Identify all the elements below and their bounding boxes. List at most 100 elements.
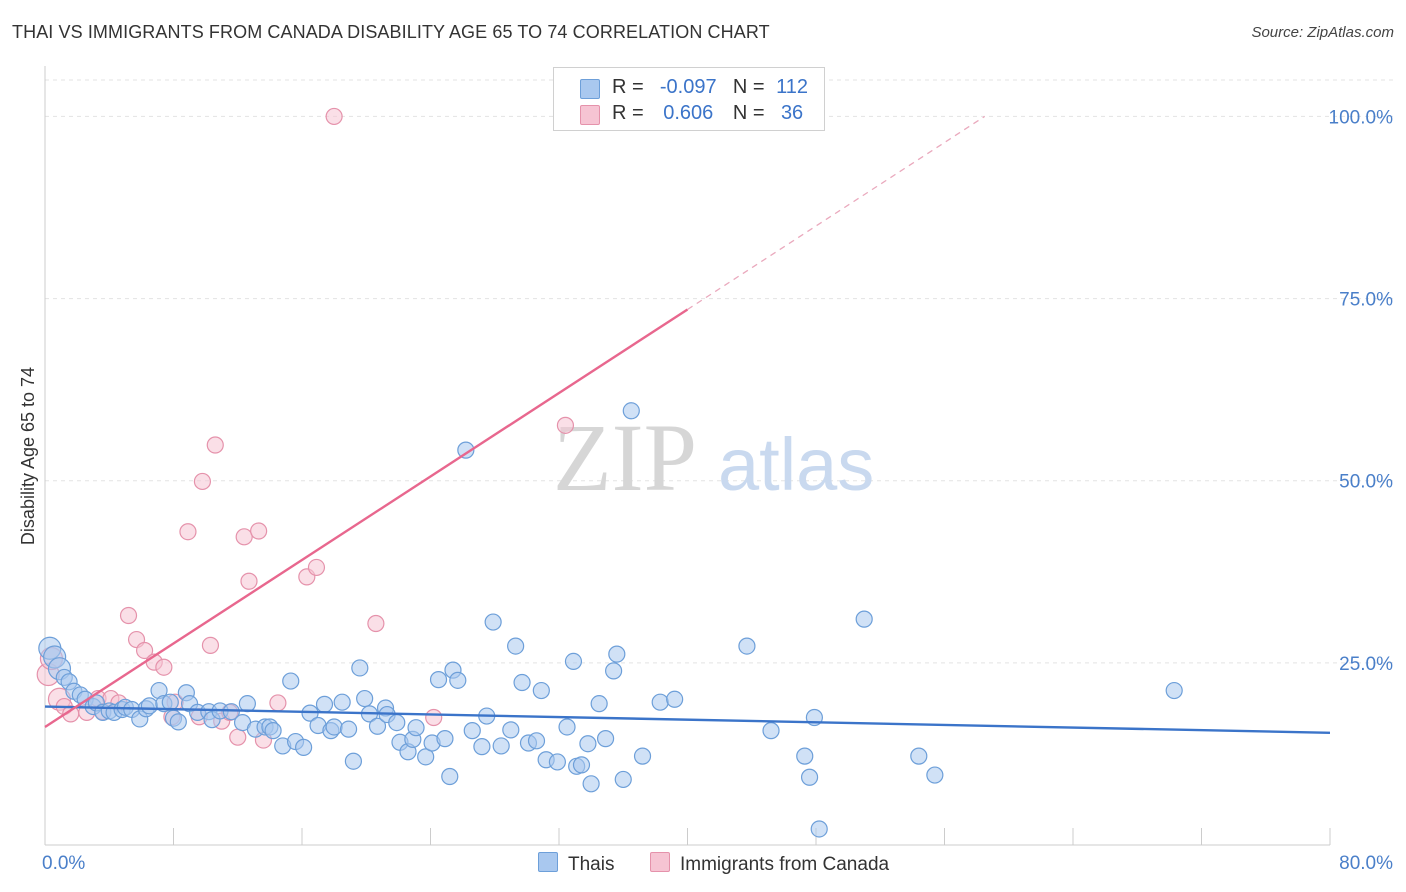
thais-point: [140, 697, 159, 715]
trend-lines: [44, 115, 1331, 734]
canada-point: [179, 523, 197, 541]
source-label: Source: ZipAtlas.com: [1251, 24, 1394, 41]
canada-point: [250, 522, 268, 540]
legend-label-canada: Immigrants from Canada: [680, 854, 890, 875]
data-points: [36, 107, 1183, 838]
thais-point: [796, 747, 814, 765]
thais-point: [473, 738, 491, 756]
thais-point: [339, 720, 358, 738]
canada-point: [240, 572, 258, 590]
thais-point: [548, 753, 566, 771]
thais-point: [457, 441, 475, 459]
thais-point: [449, 671, 467, 689]
canada-point: [425, 708, 443, 727]
thais-point: [926, 766, 944, 784]
canada-point: [119, 606, 138, 625]
canada-point: [367, 614, 385, 633]
thais-point: [388, 713, 406, 732]
thais-point: [368, 717, 387, 735]
canada-point: [155, 658, 173, 676]
tick-labels: 25.0% 50.0% 75.0% 100.0% 0.0% 80.0%: [42, 107, 1393, 874]
thais-point: [513, 673, 531, 692]
canada-point: [135, 641, 154, 660]
r-label: R =: [612, 76, 644, 98]
thais-point: [810, 820, 828, 838]
thais-point: [344, 752, 362, 770]
thais-point: [527, 732, 546, 750]
thais-point: [855, 610, 873, 628]
thais-point: [651, 693, 669, 711]
thais-n-value: 112: [776, 76, 808, 98]
thais-point: [169, 713, 187, 731]
thais-point: [633, 747, 652, 765]
thais-r-value: -0.097: [659, 76, 717, 98]
thais-point: [161, 693, 179, 711]
axes: [44, 66, 1331, 846]
thais-point: [605, 662, 623, 680]
canada-swatch: [580, 105, 600, 125]
thais-point: [910, 747, 928, 765]
thais-point: [579, 735, 597, 753]
canada-trend-line: [44, 308, 689, 728]
canada-point: [206, 436, 224, 454]
thais-point: [417, 748, 435, 766]
thais-point: [282, 672, 300, 690]
thais-point: [558, 718, 576, 736]
canada-point: [235, 528, 253, 546]
thais-point: [356, 689, 374, 708]
thais-point: [315, 695, 334, 713]
n-label: N =: [732, 76, 765, 98]
canada-point: [307, 558, 326, 577]
canada-legend-swatch: [650, 852, 670, 872]
canada-r-value: 0.606: [663, 102, 714, 124]
thais-point: [622, 402, 640, 420]
thais-point: [436, 730, 454, 748]
thais-point: [564, 652, 583, 671]
y-tick-label: 25.0%: [1339, 654, 1393, 675]
thais-point: [264, 722, 282, 740]
n-label: N =: [732, 102, 765, 124]
thais-point: [238, 695, 256, 713]
x-tick-label: 0.0%: [42, 853, 85, 874]
thais-point: [502, 721, 520, 739]
watermark-atlas: atlas: [718, 423, 874, 506]
thais-legend-swatch: [538, 852, 558, 872]
watermark-zip: ZIP: [553, 404, 697, 511]
y-tick-label: 50.0%: [1339, 472, 1393, 493]
thais-point: [608, 645, 626, 663]
thais-point: [429, 671, 448, 689]
canada-point: [229, 728, 247, 746]
thais-point: [407, 719, 425, 737]
x-tick-label: 80.0%: [1339, 853, 1393, 874]
thais-point: [532, 681, 550, 700]
thais-point: [614, 770, 632, 789]
thais-point: [441, 767, 459, 786]
stats-legend: R = -0.097 N = 112 R = 0.606 N = 36: [553, 67, 825, 131]
thais-point: [484, 613, 502, 631]
thais-point: [325, 718, 343, 736]
y-axis-label: Disability Age 65 to 74: [18, 367, 38, 545]
thais-point: [351, 659, 369, 677]
canada-point: [269, 694, 287, 712]
legend-item-canada: Immigrants from Canada: [650, 852, 889, 876]
thais-swatch: [580, 79, 600, 99]
thais-trend-line: [44, 705, 1331, 734]
thais-point: [590, 695, 608, 713]
canada-n-value: 36: [780, 102, 804, 124]
r-label: R =: [612, 102, 644, 124]
thais-point: [1165, 681, 1183, 700]
thais-point: [738, 637, 756, 655]
canada-point: [193, 472, 212, 491]
legend-item-thais: Thais: [538, 852, 614, 876]
canada-point: [201, 636, 220, 654]
chart-title: THAI VS IMMIGRANTS FROM CANADA DISABILIT…: [12, 22, 770, 42]
canada-trend-extension: [687, 115, 986, 311]
thais-point: [507, 637, 525, 655]
canada-point: [325, 107, 343, 126]
thais-point: [582, 775, 600, 793]
thais-point: [295, 738, 313, 756]
thais-point: [463, 722, 481, 740]
y-tick-label: 100.0%: [1329, 107, 1394, 128]
thais-point: [596, 730, 615, 748]
thais-point: [800, 768, 819, 786]
